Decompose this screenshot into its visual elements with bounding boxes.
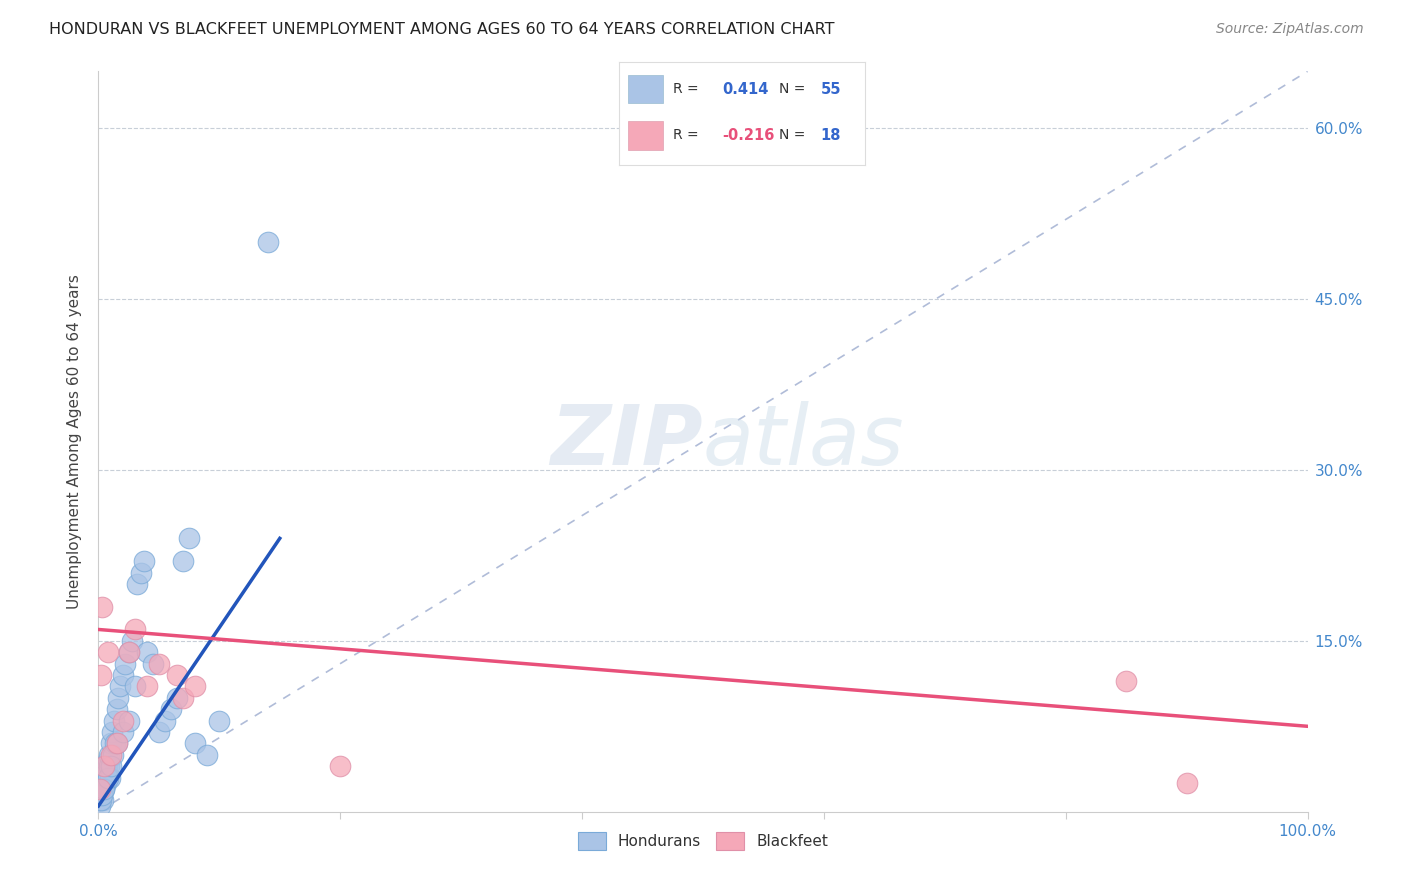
Point [91, 788, 114, 802]
Text: R =: R = [672, 128, 699, 142]
Point [135, 645, 157, 659]
Point [100, 736, 122, 750]
Point [111, 714, 134, 728]
Text: R =: R = [672, 82, 699, 96]
Text: 0.414: 0.414 [723, 81, 768, 96]
Text: 18: 18 [821, 128, 841, 143]
Point [97, 645, 120, 659]
Point [111, 668, 134, 682]
Point [148, 657, 170, 671]
Point [114, 657, 136, 671]
Point [1175, 776, 1198, 790]
Point [89, 788, 111, 802]
Point [124, 680, 146, 694]
Point [93, 781, 115, 796]
Point [96, 759, 118, 773]
Point [90, 781, 112, 796]
Point [90, 668, 112, 682]
Point [135, 680, 157, 694]
Point [184, 680, 207, 694]
Point [105, 702, 128, 716]
Point [98, 747, 121, 762]
Text: -0.216: -0.216 [723, 128, 775, 143]
Point [124, 623, 146, 637]
FancyBboxPatch shape [628, 121, 664, 150]
Text: N =: N = [779, 82, 806, 96]
Point [97, 759, 120, 773]
Legend: Hondurans, Blackfeet: Hondurans, Blackfeet [572, 826, 834, 856]
Point [108, 680, 131, 694]
Point [96, 771, 118, 785]
Point [105, 736, 128, 750]
Point [256, 235, 278, 250]
Point [100, 759, 122, 773]
Point [111, 725, 134, 739]
Text: Source: ZipAtlas.com: Source: ZipAtlas.com [1216, 22, 1364, 37]
Point [329, 759, 352, 773]
Point [100, 747, 122, 762]
Point [90, 793, 112, 807]
Point [160, 702, 183, 716]
Point [195, 747, 218, 762]
Point [89, 793, 111, 807]
Point [179, 532, 201, 546]
Point [184, 736, 207, 750]
Point [93, 771, 115, 785]
Point [93, 781, 115, 796]
Point [97, 754, 120, 768]
Point [93, 759, 115, 773]
Point [91, 599, 114, 614]
Point [1115, 673, 1137, 688]
FancyBboxPatch shape [628, 75, 664, 103]
Point [121, 633, 143, 648]
Point [100, 725, 122, 739]
Point [96, 764, 118, 779]
Point [91, 776, 114, 790]
Point [148, 725, 170, 739]
Point [104, 736, 127, 750]
Point [89, 781, 111, 796]
Point [142, 657, 165, 671]
Point [153, 714, 176, 728]
Point [97, 771, 120, 785]
Point [91, 781, 114, 796]
Point [134, 554, 156, 568]
Point [208, 714, 231, 728]
Text: 55: 55 [821, 81, 841, 96]
Y-axis label: Unemployment Among Ages 60 to 64 years: Unemployment Among Ages 60 to 64 years [67, 274, 83, 609]
Point [166, 690, 188, 705]
Text: N =: N = [779, 128, 806, 142]
Point [118, 645, 141, 659]
Point [101, 747, 124, 762]
Point [118, 645, 141, 659]
Point [91, 793, 114, 807]
Point [118, 714, 141, 728]
Point [172, 554, 194, 568]
Point [107, 690, 129, 705]
Point [129, 566, 152, 580]
Point [89, 799, 111, 814]
Text: atlas: atlas [703, 401, 904, 482]
Point [94, 776, 117, 790]
Point [94, 764, 117, 779]
Point [98, 771, 121, 785]
Point [166, 668, 188, 682]
Point [103, 714, 125, 728]
Text: HONDURAN VS BLACKFEET UNEMPLOYMENT AMONG AGES 60 TO 64 YEARS CORRELATION CHART: HONDURAN VS BLACKFEET UNEMPLOYMENT AMONG… [49, 22, 835, 37]
Point [127, 577, 149, 591]
Point [90, 788, 112, 802]
Point [105, 736, 128, 750]
Point [172, 690, 194, 705]
Text: ZIP: ZIP [550, 401, 703, 482]
